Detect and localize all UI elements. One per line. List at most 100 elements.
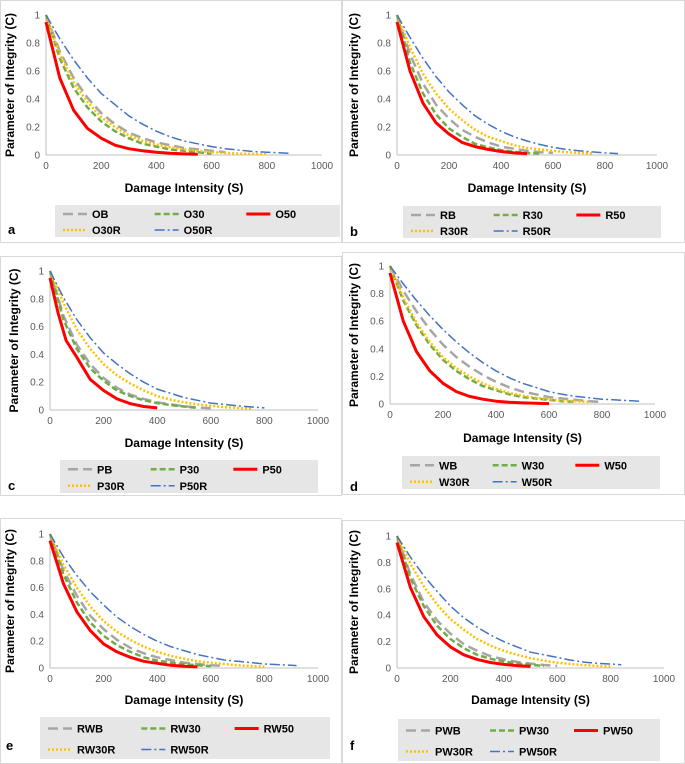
series-line-w50r (389, 265, 640, 402)
x-tick-label: 1000 (307, 416, 330, 427)
y-axis-title: Parameter of Integrity (C) (3, 529, 17, 673)
x-tick-label: 600 (549, 674, 566, 685)
panel-frame (342, 0, 685, 243)
legend: RB R30 R50 R30R R50R (403, 206, 661, 238)
y-tick-label: 0.4 (377, 611, 391, 622)
y-tick-label: 0.8 (377, 39, 391, 50)
x-tick-label: 1000 (311, 161, 334, 172)
series-line-w30 (388, 265, 576, 404)
series-line-r30r (395, 14, 593, 155)
series-line-pw30r (395, 535, 611, 668)
series-line-r50 (395, 21, 528, 156)
x-axis-title: Damage Intensity (S) (125, 693, 244, 707)
series-line-p50 (48, 277, 158, 410)
y-tick-label: 0.6 (370, 317, 384, 328)
y-tick-label: 0.4 (30, 350, 44, 361)
legend-label-rwb: RWB (77, 724, 103, 736)
y-axis-title: Parameter of Integrity (C) (347, 263, 361, 407)
legend-label-o50r: O50R (184, 225, 213, 237)
legend-label-w50: W50 (604, 460, 627, 472)
legend: WB W30 W50 W30R W50R (402, 456, 660, 489)
series-line-rw50r (49, 533, 297, 667)
chart-panel-d: 0 200 400 600 800 1000 0 0.2 0.4 0.6 0.8 1 Damage In… (342, 252, 685, 495)
y-tick-label: 1 (34, 11, 40, 22)
series-line-w50 (388, 272, 550, 406)
y-tick-label: 0.8 (26, 39, 40, 50)
panel-frame (0, 256, 342, 496)
x-tick-label: 200 (95, 416, 112, 427)
legend-label-pwb: PWB (435, 726, 461, 738)
x-tick-label: 400 (495, 674, 512, 685)
series-line-pw30 (395, 535, 545, 668)
y-tick-label: 0.6 (377, 584, 391, 595)
panel-label: b (350, 224, 358, 239)
x-tick-label: 400 (149, 416, 166, 427)
x-tick-label: 200 (95, 674, 112, 685)
x-tick-label: 600 (203, 161, 220, 172)
legend-label-rw30: RW30 (170, 724, 200, 736)
legend-label-ob: OB (92, 209, 109, 221)
x-tick-label: 400 (488, 410, 505, 421)
legend-label-w50r: W50R (522, 477, 553, 489)
y-axis-title: Parameter of Integrity (C) (347, 530, 361, 674)
panel-label: c (8, 478, 15, 493)
y-tick-label: 0.2 (30, 378, 44, 389)
y-tick-label: 1 (38, 530, 44, 541)
y-tick-label: 0.2 (26, 123, 40, 134)
series-line-pw50r (396, 535, 622, 666)
legend-label-pw30r: PW30R (435, 747, 473, 759)
legend-box (403, 206, 661, 238)
series-line-rw30 (48, 533, 211, 668)
y-tick-label: 0.4 (26, 95, 40, 106)
panel-label: d (350, 479, 358, 494)
series-line-rwb (48, 533, 225, 668)
y-axis-title: Parameter of Integrity (C) (347, 13, 361, 157)
x-tick-label: 200 (93, 161, 110, 172)
panel-label: f (350, 738, 355, 753)
x-axis-title: Damage Intensity (S) (463, 431, 582, 445)
x-tick-label: 800 (256, 416, 273, 427)
series-line-rw50 (48, 540, 198, 669)
legend-label-o30: O30 (184, 209, 205, 221)
legend-box (40, 717, 330, 759)
legend-label-p50: P50 (262, 464, 282, 476)
series-line-p30r (48, 270, 252, 410)
y-tick-label: 0.2 (30, 637, 44, 648)
x-tick-label: 0 (394, 674, 400, 685)
y-tick-label: 0.2 (377, 637, 391, 648)
panel-frame (0, 0, 342, 243)
legend-label-r50r: R50R (523, 226, 551, 238)
y-axis-title: Parameter of Integrity (C) (3, 13, 17, 157)
legend-label-p30r: P30R (97, 481, 125, 493)
series-line-o50r (45, 14, 289, 155)
series-line-o50 (44, 21, 198, 156)
x-tick-label: 800 (258, 161, 275, 172)
x-tick-label: 200 (441, 161, 458, 172)
legend-label-rw50: RW50 (264, 724, 294, 736)
x-tick-label: 400 (493, 161, 510, 172)
x-tick-label: 600 (545, 161, 562, 172)
legend-box (402, 456, 660, 489)
legend-label-w30r: W30R (439, 477, 470, 489)
x-axis-title: Damage Intensity (S) (125, 436, 244, 450)
x-tick-label: 800 (602, 674, 619, 685)
legend-label-p50r: P50R (180, 481, 208, 493)
x-tick-label: 400 (149, 674, 166, 685)
y-tick-label: 0.2 (377, 123, 391, 134)
legend-label-o30r: O30R (92, 225, 121, 237)
series-line-pw50 (395, 542, 531, 668)
x-tick-label: 1000 (653, 674, 676, 685)
series-line-pb (48, 270, 211, 410)
series-line-w30r (388, 265, 589, 404)
x-tick-label: 800 (597, 161, 614, 172)
y-tick-label: 0.6 (30, 583, 44, 594)
panel-label: e (6, 738, 13, 753)
legend: PWB PW30 PW50 PW30R PW50R (398, 719, 660, 761)
y-tick-label: 0.8 (30, 294, 44, 305)
x-tick-label: 1000 (646, 161, 669, 172)
x-tick-label: 0 (394, 161, 400, 172)
x-tick-label: 0 (47, 416, 53, 427)
x-axis-title: Damage Intensity (S) (471, 693, 590, 707)
legend-label-rw30r: RW30R (77, 745, 115, 757)
